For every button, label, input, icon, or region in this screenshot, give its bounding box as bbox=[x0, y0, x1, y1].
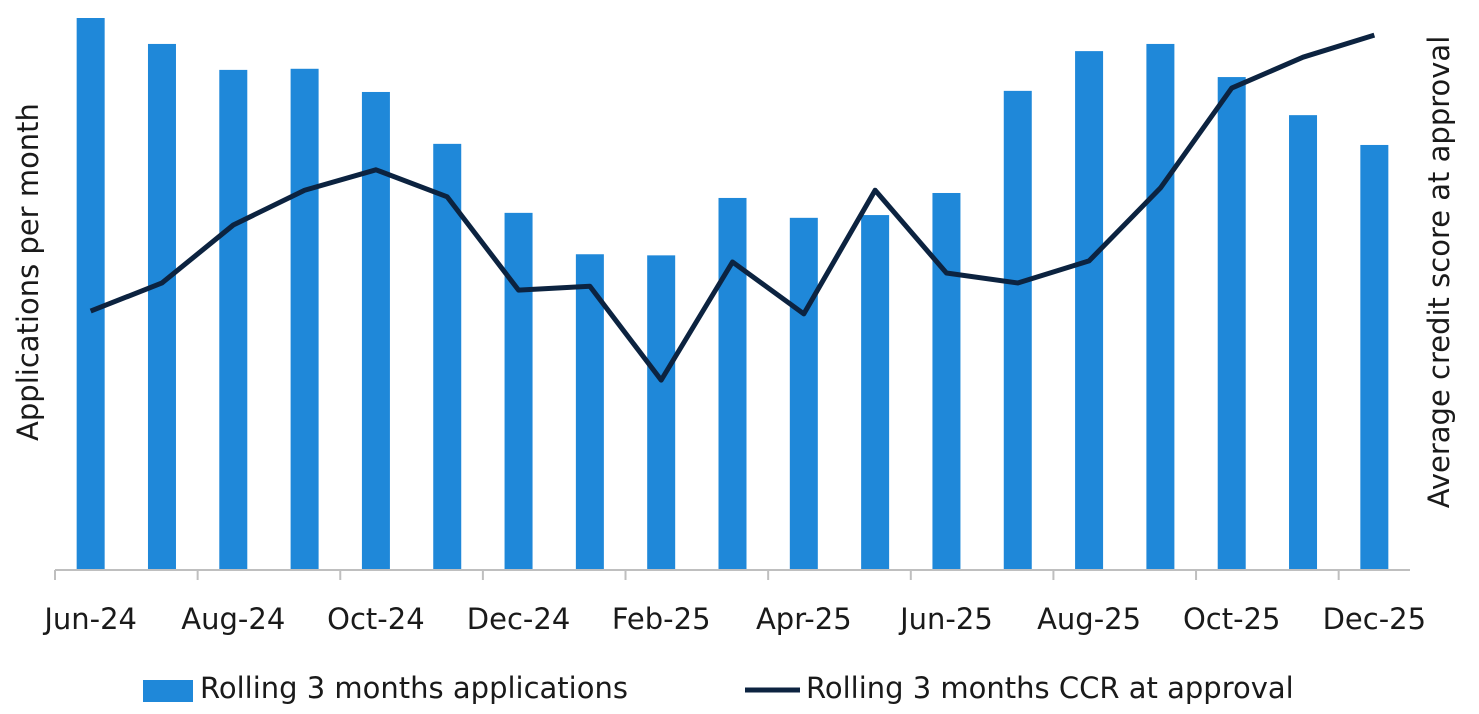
bar bbox=[361, 91, 390, 570]
bar bbox=[219, 69, 248, 570]
x-tick-label: Jun-24 bbox=[42, 602, 137, 636]
bar bbox=[1217, 77, 1246, 571]
bar bbox=[789, 217, 818, 570]
bar bbox=[647, 255, 676, 571]
bar bbox=[1003, 90, 1032, 570]
x-tick-label: Aug-24 bbox=[181, 602, 285, 636]
bar bbox=[433, 143, 462, 570]
x-tick-label: Aug-25 bbox=[1037, 602, 1141, 636]
x-tick-label: Dec-25 bbox=[1323, 602, 1426, 636]
bar bbox=[290, 68, 319, 570]
legend-label: Rolling 3 months applications bbox=[200, 671, 628, 705]
bar bbox=[932, 192, 961, 570]
bar bbox=[1360, 144, 1389, 570]
x-tick-label: Oct-25 bbox=[1183, 602, 1281, 636]
bar bbox=[1289, 115, 1318, 570]
bar bbox=[147, 43, 176, 571]
bar bbox=[76, 18, 105, 570]
line bbox=[89, 32, 1376, 383]
x-tick-label: Jun-25 bbox=[898, 602, 993, 636]
bar bbox=[1146, 43, 1175, 571]
x-tick-label: Dec-24 bbox=[467, 602, 570, 636]
x-tick-label: Oct-24 bbox=[327, 602, 425, 636]
bar bbox=[504, 212, 533, 570]
legend-swatch bbox=[143, 680, 193, 702]
x-tick-label: Feb-25 bbox=[612, 602, 711, 636]
bar bbox=[1075, 51, 1104, 571]
x-tick-label: Apr-25 bbox=[756, 602, 852, 636]
legend-label: Rolling 3 months CCR at approval bbox=[806, 671, 1294, 705]
bar bbox=[575, 254, 604, 571]
y2-axis-title: Average credit score at approval bbox=[1422, 36, 1456, 509]
bar bbox=[861, 215, 890, 570]
y-axis-title: Applications per month bbox=[11, 103, 45, 441]
bar bbox=[718, 197, 747, 570]
